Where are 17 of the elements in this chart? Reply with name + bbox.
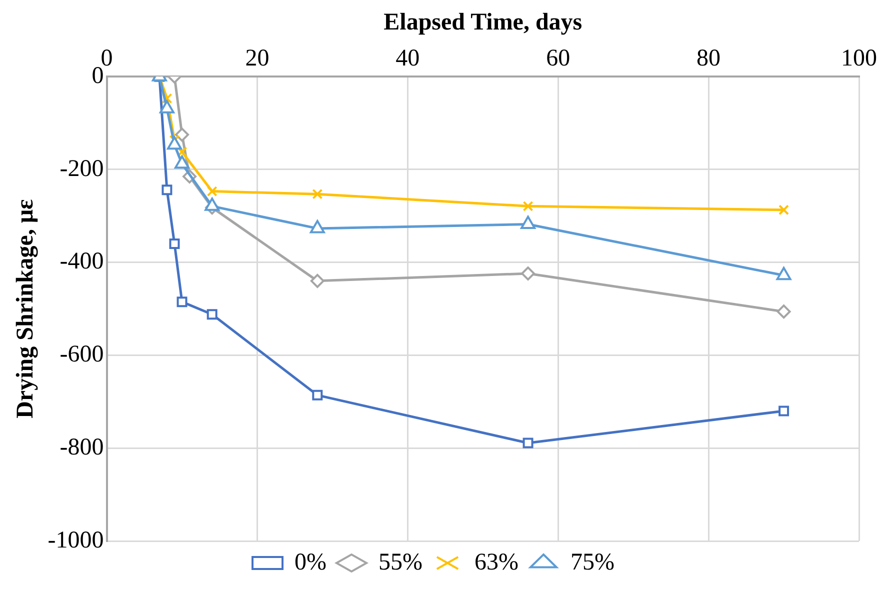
y-tick-label: -400 xyxy=(60,248,104,275)
y-tick-label: -600 xyxy=(60,342,104,368)
y-tick-label: -800 xyxy=(60,434,104,460)
x-tick-label: 60 xyxy=(546,45,570,72)
x-tick-label: 80 xyxy=(696,45,721,72)
y-tick-label: -1000 xyxy=(48,527,104,554)
legend-label: 0% xyxy=(294,549,327,576)
legend-label: 75% xyxy=(570,549,614,576)
y-tick-label: 0 xyxy=(92,62,104,89)
x-tick-label: 20 xyxy=(245,45,270,72)
legend-label: 63% xyxy=(474,549,518,576)
x-tick-label: 40 xyxy=(396,45,420,72)
y-tick-label: -200 xyxy=(60,156,104,182)
legend-label: 55% xyxy=(378,549,423,576)
x-axis-title: Elapsed Time, days xyxy=(384,10,582,36)
y-axis-title: Drying Shrinkage, με xyxy=(12,199,39,418)
x-tick-label: 100 xyxy=(841,45,877,72)
